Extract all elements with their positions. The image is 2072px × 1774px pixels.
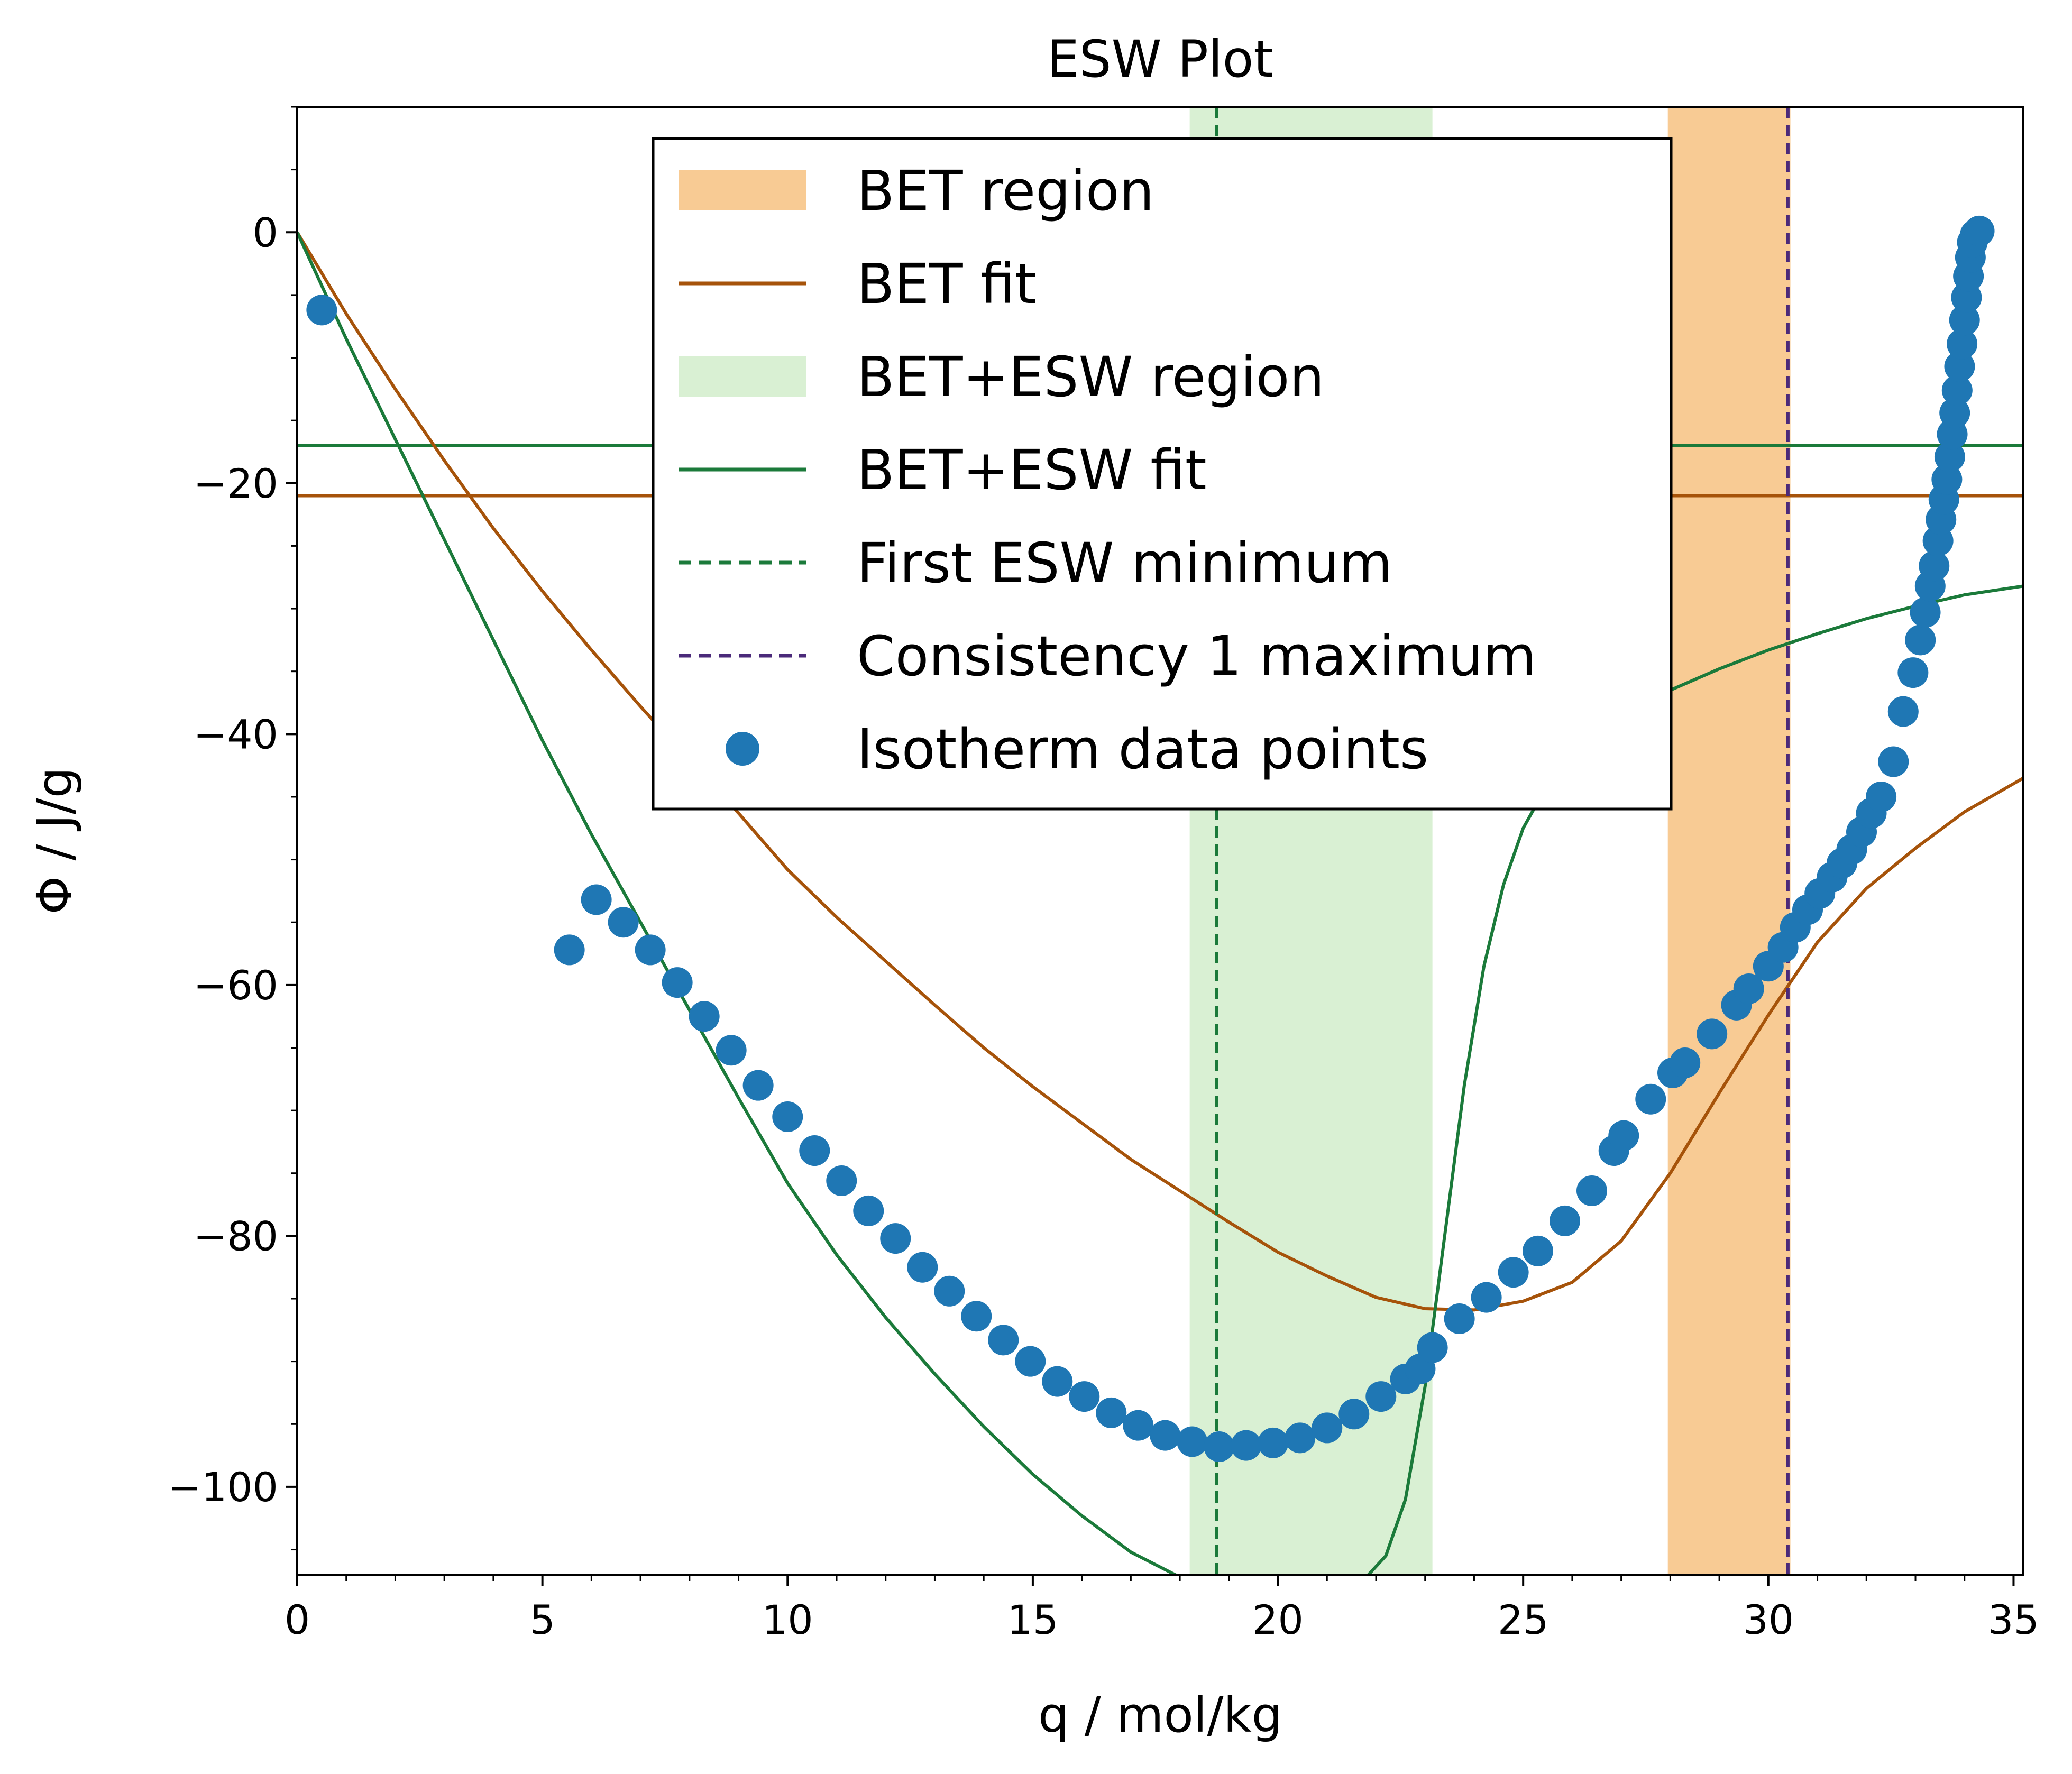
y-tick-label-3: −40 (194, 711, 278, 758)
fit-line-1 (297, 231, 2023, 1312)
data-point-36 (1444, 1303, 1475, 1334)
legend-label-3: BET+ESW region (857, 345, 1324, 409)
plot-frame (296, 106, 2024, 1576)
data-point-1 (306, 295, 337, 326)
data-point-26 (1204, 1431, 1235, 1462)
y-axis: 0 −20 −40 −60 −80 −100 (168, 106, 297, 1551)
data-point-8 (716, 1035, 747, 1066)
data-point-9 (742, 1070, 774, 1101)
x-tick-label-6: 25 (1498, 1596, 1549, 1643)
data-point-72 (1934, 441, 1965, 472)
y-tick-label-1: 0 (253, 209, 278, 256)
legend-box (652, 137, 1673, 811)
legend-swatch-3 (679, 356, 806, 397)
data-point-28 (1258, 1427, 1289, 1458)
data-point-15 (907, 1252, 938, 1283)
data-point-77 (1947, 328, 1978, 360)
data-point-10 (772, 1101, 803, 1132)
legend: BET region BET fit BET+ESW region BET+ESW f… (652, 137, 1673, 811)
x-tick-label-5: 20 (1252, 1596, 1304, 1643)
data-point-63 (1897, 657, 1929, 688)
data-point-17 (961, 1301, 992, 1332)
data-point-84 (1964, 215, 1995, 246)
data-point-76 (1944, 351, 1975, 382)
data-point-47 (1697, 1018, 1728, 1050)
data-point-31 (1338, 1399, 1370, 1430)
legend-swatch-7 (726, 732, 759, 766)
legend-label-6: Consistency 1 maximum (857, 624, 1536, 688)
fit-line-2 (297, 232, 2023, 1575)
y-tick-label-5: −80 (194, 1212, 278, 1260)
data-point-44 (1635, 1083, 1666, 1115)
data-point-61 (1878, 746, 1909, 777)
data-point-65 (1910, 597, 1941, 628)
data-point-29 (1285, 1422, 1316, 1454)
data-point-22 (1096, 1397, 1127, 1428)
data-point-74 (1939, 397, 1970, 428)
y-tick-label-6: −100 (168, 1464, 278, 1511)
fit-lines (297, 231, 2023, 1575)
legend-label-4: BET+ESW fit (857, 438, 1207, 502)
y-axis-label: Φ / J/g (26, 767, 83, 914)
data-point-62 (1887, 696, 1919, 727)
data-point-6 (662, 967, 693, 998)
data-point-41 (1576, 1175, 1607, 1206)
data-point-16 (934, 1275, 965, 1307)
data-point-2 (554, 934, 585, 966)
legend-label-1: BET region (857, 159, 1154, 223)
data-point-39 (1523, 1235, 1553, 1266)
data-point-71 (1931, 464, 1963, 495)
data-point-21 (1069, 1381, 1100, 1412)
y-tick-label-4: −60 (194, 962, 278, 1009)
data-point-4 (608, 907, 639, 938)
x-axis: 0 5 10 15 20 25 30 35 (285, 1575, 2039, 1643)
data-point-49 (1733, 973, 1764, 1004)
data-point-75 (1941, 375, 1973, 406)
data-point-7 (689, 1001, 720, 1032)
x-tick-label-2: 5 (529, 1596, 555, 1643)
data-point-23 (1123, 1410, 1154, 1441)
data-point-37 (1471, 1282, 1502, 1313)
data-point-43 (1608, 1120, 1639, 1151)
data-point-30 (1312, 1412, 1343, 1444)
legend-swatch-1 (679, 170, 806, 210)
data-point-20 (1042, 1366, 1073, 1397)
legend-label-7: Isotherm data points (857, 717, 1428, 782)
region-1 (1667, 107, 1791, 1575)
data-point-12 (826, 1165, 857, 1196)
data-point-3 (581, 884, 612, 915)
data-point-5 (635, 934, 666, 966)
isotherm-points (306, 215, 1995, 1462)
data-point-60 (1866, 781, 1897, 812)
legend-label-5: First ESW minimum (857, 531, 1392, 595)
data-point-64 (1905, 624, 1936, 656)
x-tick-label-4: 15 (1007, 1596, 1059, 1643)
data-point-13 (853, 1195, 884, 1226)
data-point-14 (880, 1223, 911, 1254)
data-point-40 (1550, 1205, 1580, 1236)
data-point-27 (1231, 1430, 1262, 1461)
data-point-78 (1949, 305, 1980, 336)
data-point-24 (1150, 1420, 1181, 1451)
data-point-32 (1365, 1381, 1397, 1412)
data-point-46 (1670, 1047, 1701, 1078)
data-point-38 (1498, 1257, 1529, 1288)
data-point-67 (1919, 550, 1950, 582)
x-tick-label-1: 0 (285, 1596, 310, 1643)
x-tick-label-3: 10 (762, 1596, 813, 1643)
chart-title: ESW Plot (1047, 30, 1273, 89)
x-tick-label-8: 35 (1988, 1596, 2039, 1643)
data-point-19 (1015, 1346, 1046, 1377)
x-axis-label: q / mol/kg (1038, 1687, 1282, 1743)
data-point-18 (988, 1325, 1019, 1356)
y-tick-label-2: −20 (194, 460, 278, 507)
data-point-11 (799, 1135, 830, 1166)
legend-label-2: BET fit (857, 252, 1037, 316)
x-tick-label-7: 30 (1743, 1596, 1794, 1643)
data-point-25 (1177, 1426, 1208, 1457)
data-point-35 (1417, 1332, 1448, 1363)
